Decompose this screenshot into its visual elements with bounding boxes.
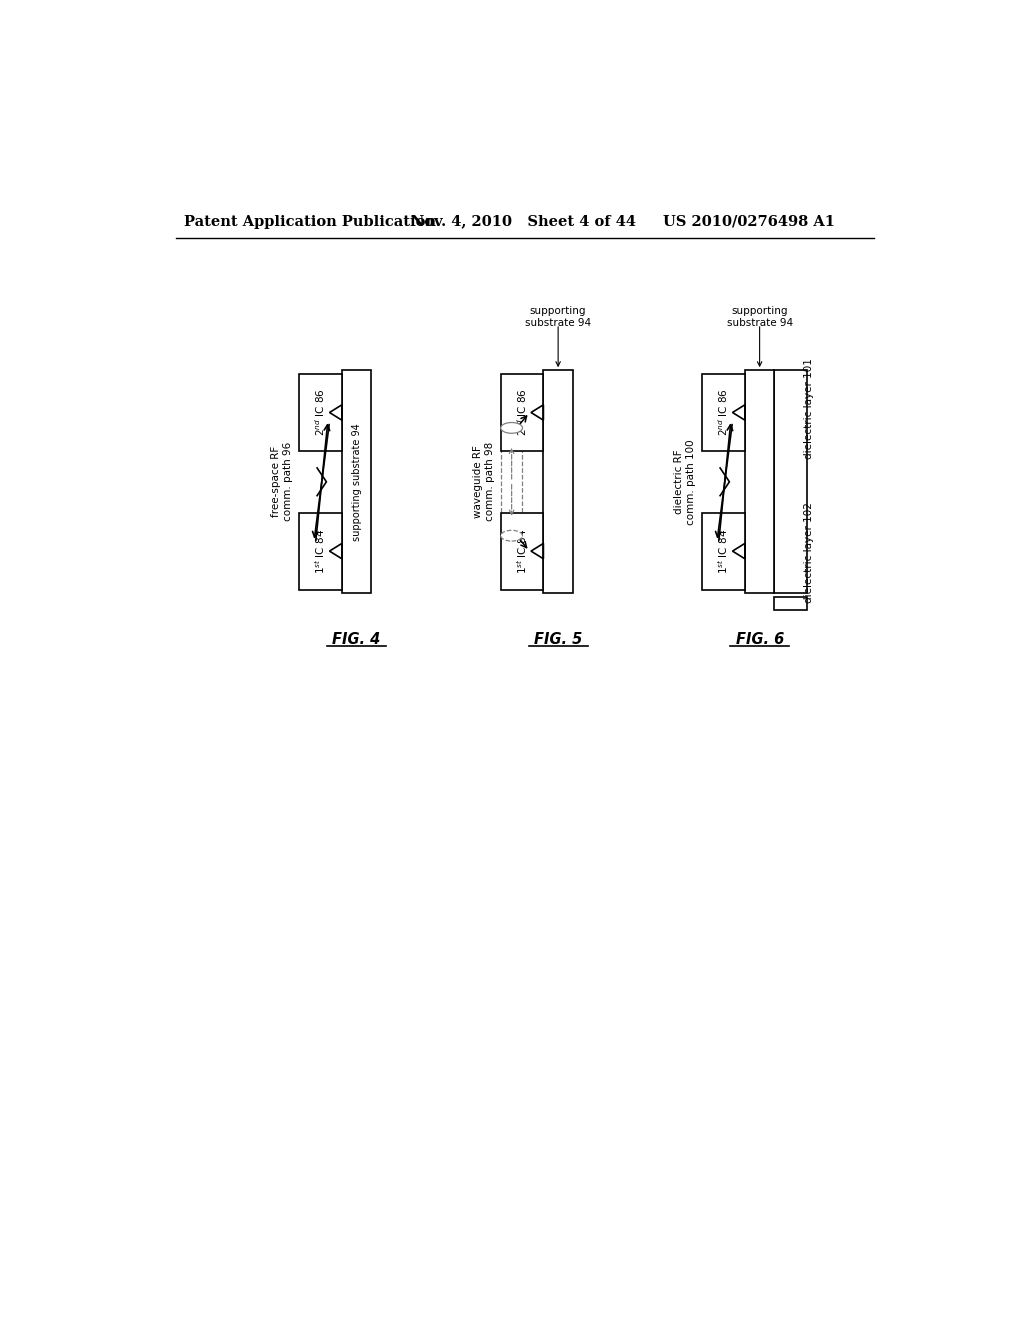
Bar — [774, 597, 807, 610]
Bar — [702, 374, 744, 451]
Bar — [299, 512, 342, 590]
Text: $1^{st}$ IC 84: $1^{st}$ IC 84 — [515, 528, 529, 574]
Bar — [501, 374, 544, 451]
Bar — [544, 370, 572, 594]
Bar — [342, 370, 372, 594]
Text: $1^{st}$ IC 84: $1^{st}$ IC 84 — [313, 528, 328, 574]
Ellipse shape — [501, 422, 522, 433]
Text: Nov. 4, 2010   Sheet 4 of 44: Nov. 4, 2010 Sheet 4 of 44 — [411, 215, 636, 228]
Text: FIG. 4: FIG. 4 — [333, 632, 381, 647]
Bar — [774, 370, 807, 594]
Text: FIG. 6: FIG. 6 — [735, 632, 783, 647]
Text: dielectric layer 101: dielectric layer 101 — [804, 358, 814, 459]
Text: $1^{st}$ IC 84: $1^{st}$ IC 84 — [717, 528, 730, 574]
Text: dielectric RF
comm. path 100: dielectric RF comm. path 100 — [675, 440, 696, 524]
Text: Patent Application Publication: Patent Application Publication — [183, 215, 436, 228]
Text: $2^{nd}$ IC 86: $2^{nd}$ IC 86 — [717, 388, 730, 437]
Bar — [744, 370, 774, 594]
Text: waveguide RF
comm. path 98: waveguide RF comm. path 98 — [473, 442, 495, 521]
Bar — [501, 512, 544, 590]
Text: free-space RF
comm. path 96: free-space RF comm. path 96 — [271, 442, 293, 521]
Text: $2^{nd}$ IC 86: $2^{nd}$ IC 86 — [313, 388, 328, 437]
Text: dielectric layer 102: dielectric layer 102 — [804, 503, 814, 603]
Text: supporting substrate 94: supporting substrate 94 — [351, 422, 361, 541]
Text: supporting
substrate 94: supporting substrate 94 — [727, 306, 793, 327]
Text: FIG. 5: FIG. 5 — [534, 632, 583, 647]
Text: US 2010/0276498 A1: US 2010/0276498 A1 — [663, 215, 835, 228]
Ellipse shape — [501, 531, 522, 541]
Text: supporting
substrate 94: supporting substrate 94 — [525, 306, 591, 327]
Bar — [299, 374, 342, 451]
Text: $2^{nd}$ IC 86: $2^{nd}$ IC 86 — [515, 388, 529, 437]
Bar — [702, 512, 744, 590]
